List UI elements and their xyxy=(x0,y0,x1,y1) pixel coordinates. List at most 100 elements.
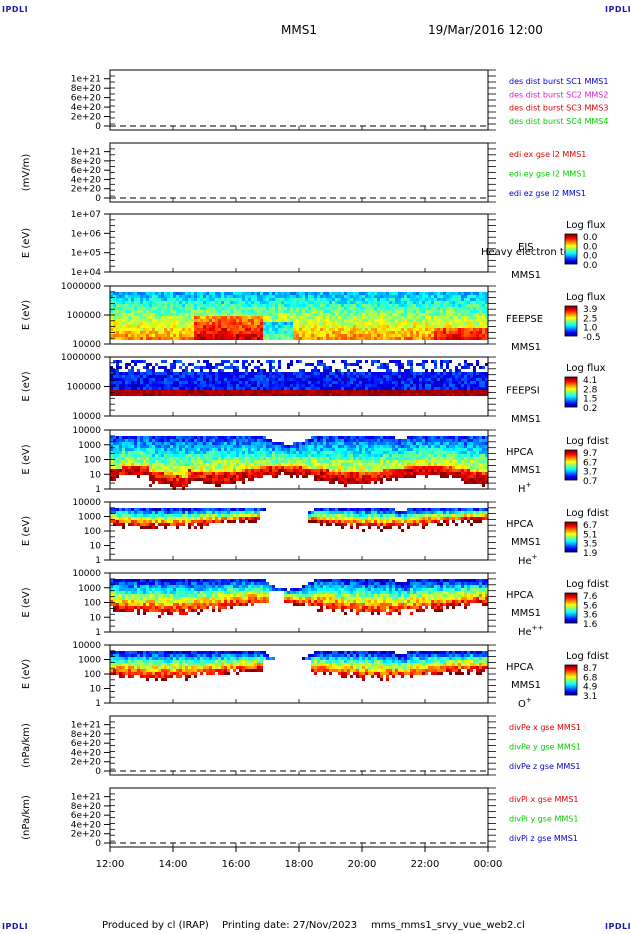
legend-entry: divPe x gse MMS1 xyxy=(509,723,581,732)
ytick-label: 8e+20 xyxy=(71,730,102,740)
ytick-label: 10 xyxy=(90,613,102,623)
ytick-label: 1e+21 xyxy=(71,721,101,731)
colorbar-tick-label: 6.7 xyxy=(583,521,597,531)
colorbar-tick-label: 1.9 xyxy=(583,549,598,559)
ytick-label: 10000 xyxy=(72,426,101,436)
colorbar-tick-label: -0.5 xyxy=(583,333,601,343)
ytick-label: 4e+20 xyxy=(71,175,102,185)
ytick-label: 0 xyxy=(95,122,101,132)
panel-hpca-he: 10000 1000 100 10 1 E (eV) HPCA MMS1 He+ Log fdis… xyxy=(21,498,609,567)
ylabel: E (eV) xyxy=(21,587,32,617)
colorbar xyxy=(564,376,578,408)
instrument-subtitle: Heavy electron to xyxy=(481,247,570,258)
species-label: O+ xyxy=(518,696,532,710)
spectrogram-feepsi xyxy=(110,360,488,396)
spacecraft-label: MMS1 xyxy=(511,608,541,619)
legend-entry: des dist burst SC1 MMS1 xyxy=(509,77,608,86)
corner-label-bottom-right: IPDLI xyxy=(605,922,630,931)
legend-entry: des dist burst SC3 MMS3 xyxy=(509,104,608,113)
species-label: H+ xyxy=(518,481,532,495)
instrument-label: EIS xyxy=(518,242,534,253)
ytick-label: 10 xyxy=(90,470,102,480)
colorbar-title: Log fdist xyxy=(566,436,609,447)
corner-label-bottom-left: IPDLI xyxy=(2,922,29,931)
colorbar-tick-label: 3.6 xyxy=(583,611,598,621)
colorbar-title: Log fdist xyxy=(566,508,609,519)
instrument-label: HPCA xyxy=(506,447,534,458)
datetime-title: 19/Mar/2016 12:00 xyxy=(428,23,543,37)
spectrogram-feepse xyxy=(110,292,488,340)
panel-feepsi: 1000000 100000 10000 E (eV) FEEPSI MMS1 Log fl… xyxy=(21,353,606,425)
colorbar xyxy=(564,449,578,481)
ytick-label: 10 xyxy=(90,542,102,552)
colorbar-tick-label: 2.5 xyxy=(583,314,597,324)
colorbar-tick-label: 7.6 xyxy=(583,592,598,602)
ytick-label: 6e+20 xyxy=(71,739,102,749)
legend-entry: edi ex gse l2 MMS1 xyxy=(509,150,586,159)
colorbar-tick-label: 4.9 xyxy=(583,683,598,693)
colorbar-tick-label: 3.7 xyxy=(583,468,597,478)
ylabel: (nPa/km) xyxy=(21,723,32,768)
spectrogram-hpca-h xyxy=(110,436,488,490)
species-label: He+ xyxy=(518,553,538,567)
ytick-label: 8e+20 xyxy=(71,802,102,812)
ytick-label: 8e+20 xyxy=(71,84,102,94)
ytick-label: 1e+06 xyxy=(71,229,102,239)
colorbar-tick-label: 2.8 xyxy=(583,385,598,395)
footer-script: mms_mms1_srvy_vue_web2.cl xyxy=(371,920,525,931)
ytick-label: 1 xyxy=(95,628,101,638)
ytick-label: 1000 xyxy=(78,584,101,594)
ytick-label: 1 xyxy=(95,485,101,495)
colorbar xyxy=(564,233,578,265)
ytick-label: 1000 xyxy=(78,656,101,666)
colorbar-tick-label: 4.1 xyxy=(583,376,597,386)
ytick-label: 0 xyxy=(95,194,101,204)
ytick-label: 8e+20 xyxy=(71,157,102,167)
instrument-label: HPCA xyxy=(506,662,534,673)
colorbar-tick-label: 0.0 xyxy=(583,233,598,243)
spectrogram-hpca-o xyxy=(110,651,488,681)
colorbar-tick-label: 6.7 xyxy=(583,458,597,468)
corner-label-top-left: IPDLI xyxy=(2,5,29,14)
spectrogram-hpca-he xyxy=(110,508,488,532)
panel-hpca-he2: 10000 1000 100 10 1 E (eV) HPCA MMS1 He++ Log fdi… xyxy=(21,569,609,638)
time-tick-label: 00:00 xyxy=(474,859,503,870)
ytick-label: 10000 xyxy=(72,569,101,579)
colorbar-tick-label: 1.5 xyxy=(583,395,597,405)
ytick-label: 6e+20 xyxy=(71,166,102,176)
colorbar-tick-label: 0.0 xyxy=(583,252,598,262)
colorbar-title: Log fdist xyxy=(566,579,609,590)
panel-frame xyxy=(109,69,489,131)
panel-hpca-h: 10000 1000 100 10 1 E (eV) HPCA MMS1 H+ Log fdist… xyxy=(21,426,609,495)
panel-frame xyxy=(109,787,489,848)
colorbar-title: Log flux xyxy=(566,220,606,231)
ytick-label: 2e+20 xyxy=(71,758,102,768)
legend-entry: edi ez gse l2 MMS1 xyxy=(509,189,586,198)
ytick-label: 10 xyxy=(90,685,102,695)
panel-feepse: 1000000 100000 10000 E (eV) FEEPSE MMS1 Log fl… xyxy=(21,282,606,353)
colorbar-title: Log flux xyxy=(566,292,606,303)
ytick-label: 1 xyxy=(95,556,101,566)
spacecraft-label: MMS1 xyxy=(511,414,541,425)
ytick-label: 100 xyxy=(84,670,101,680)
colorbar-tick-label: 1.6 xyxy=(583,620,598,630)
colorbar-tick-label: 6.8 xyxy=(583,673,598,683)
time-tick-label: 16:00 xyxy=(222,859,251,870)
ytick-label: 1000 xyxy=(78,513,101,523)
ylabel: E (eV) xyxy=(21,444,32,474)
instrument-label: HPCA xyxy=(506,590,534,601)
colorbar-tick-label: 0.0 xyxy=(583,261,598,271)
spacecraft-label: MMS1 xyxy=(511,537,541,548)
panel-frame xyxy=(109,213,489,273)
time-tick-label: 18:00 xyxy=(285,859,314,870)
ylabel: E (eV) xyxy=(21,659,32,689)
ytick-label: 6e+20 xyxy=(71,811,102,821)
legend-entry: des dist burst SC2 MMS2 xyxy=(509,90,608,99)
footer-credit: Produced by cl (IRAP) xyxy=(102,920,209,931)
colorbar-tick-label: 3.5 xyxy=(583,540,597,550)
